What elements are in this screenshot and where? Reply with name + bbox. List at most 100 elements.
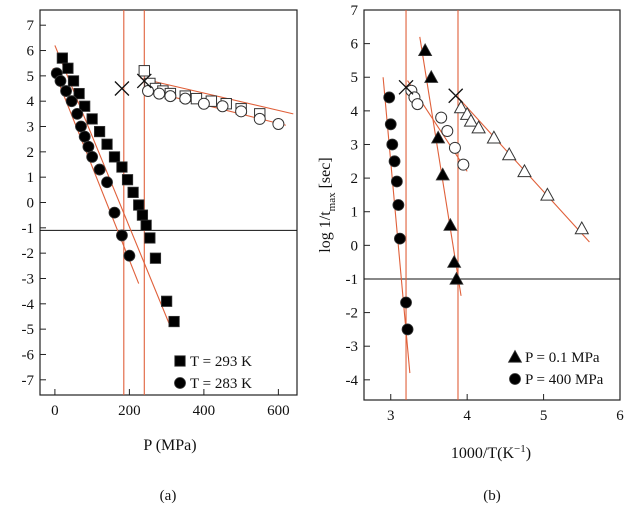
panel-b-caption: (b): [483, 488, 501, 504]
panel-a-xlabel: P (MPa): [143, 437, 196, 454]
panel-b-cross-1: [448, 88, 464, 104]
panel-b-series-0-point-6: [449, 271, 464, 285]
panel-b-ytick-label--4: -4: [346, 373, 359, 389]
panel-b-ytick-label-7: 7: [351, 3, 359, 19]
panel-b-ylabel-sub: max: [326, 192, 338, 211]
panel-a-series-0-point-15: [144, 232, 156, 244]
panel-b-xtick-label-4: 4: [463, 408, 471, 424]
panel-b-ytick-label-2: 2: [351, 171, 359, 187]
panel-b-legend-marker-1: [509, 373, 521, 385]
panel-a-series-0-point-6: [93, 125, 106, 138]
panel-b-xtick-label-5: 5: [540, 408, 548, 424]
panel-a-series-3-point-4: [197, 97, 210, 110]
panel-b-series-2-point-5: [448, 141, 461, 154]
panel-b-series-0-point-5: [446, 254, 462, 268]
panel-b-series-1-point-0: [383, 91, 396, 104]
panel-a-caption: (a): [160, 488, 177, 504]
panel-b-series-3-point-6: [517, 163, 532, 178]
panel-b-xlabel-main: 1000/T(K: [451, 445, 515, 462]
panel-b-ytick-label-6: 6: [351, 37, 359, 53]
panel-b-series-2-point-2: [411, 98, 424, 111]
panel-b-series-0-point-1: [424, 69, 439, 83]
panel-a-series-0-point-9: [116, 161, 128, 173]
panel-b-series-3-point-4: [486, 130, 502, 144]
panel-b-series-1-point-6: [394, 232, 406, 245]
panel-a-ytick-label--4: -4: [22, 297, 35, 313]
panel-b-xtick-label-3: 3: [387, 408, 395, 424]
panel-b: 1000/T(K−1) log 1/tmax [sec] (b): [317, 9, 621, 504]
panel-a-series-1-point-9: [93, 163, 106, 176]
panel-a-ytick-label--6: -6: [22, 347, 35, 363]
panel-a-series-3-point-8: [272, 117, 285, 130]
panel-a-series-0-point-4: [79, 100, 91, 112]
panel-a-series-0-point-11: [127, 186, 139, 198]
panel-a-series-1-point-11: [108, 206, 121, 219]
panel-a-ytick-label-7: 7: [27, 18, 35, 34]
panel-a-cross-1: [136, 73, 152, 89]
panel-a-series-1-point-3: [65, 95, 78, 108]
panel-a-ytick-label--5: -5: [22, 322, 35, 338]
panel-a-xtick-label-600: 600: [267, 403, 290, 419]
panel-a-series-1-point-10: [101, 176, 113, 189]
panel-b-series-3-point-8: [574, 221, 590, 235]
panel-b-ylabel-unit: [sec]: [317, 157, 334, 188]
panel-b-series-2-point-6: [457, 158, 470, 171]
panel-a-series-0-point-7: [101, 138, 113, 150]
panel-b-ytick-label--1: -1: [346, 272, 359, 288]
panel-a-ytick-label--2: -2: [22, 246, 35, 262]
panel-b-legend-marker-0: [507, 349, 523, 363]
panel-b-ytick-label-0: 0: [351, 238, 359, 254]
panel-b-ytick-label--2: -2: [346, 306, 359, 322]
panel-a-series-1-point-13: [123, 249, 136, 262]
panel-a-series-1-point-1: [54, 75, 67, 87]
panel-a-series-0-point-1: [62, 62, 74, 74]
panel-a-series-3-point-5: [216, 100, 229, 113]
panel-a-ytick-label--1: -1: [22, 221, 35, 237]
panel-a-series-0-point-16: [149, 252, 162, 264]
panel-a-series-0-point-17: [161, 295, 173, 307]
panel-b-xlabel-sup: −1: [514, 443, 526, 455]
panel-a-xtick-label-0: 0: [51, 403, 59, 419]
panel-a-series-1-point-7: [82, 140, 95, 153]
panel-a-ytick-label-4: 4: [27, 94, 35, 110]
panel-a-series-1-point-6: [78, 130, 91, 143]
panel-a-xtick-label-400: 400: [193, 403, 216, 419]
panel-b-series-1-point-7: [400, 296, 412, 309]
panel-b-series-3-point-0: [453, 99, 469, 114]
panel-b-xlabel-end: ): [526, 445, 531, 462]
panel-b-ylabel-main: log 1/t: [317, 211, 334, 253]
panel-b-series-1-point-4: [390, 175, 403, 188]
panel-a-series-1-point-4: [71, 107, 84, 120]
panel-a-series-1-point-2: [60, 85, 72, 97]
panel-a-series-3-point-1: [153, 87, 166, 100]
panel-b-series-3-point-7: [540, 187, 555, 201]
panel-a-ytick-label-6: 6: [27, 44, 35, 60]
panel-a-ytick-label--3: -3: [22, 271, 35, 287]
panel-a-series-0-point-8: [108, 151, 121, 163]
panel-b-ytick-label-1: 1: [351, 205, 359, 221]
panel-b-frame: [363, 9, 621, 401]
panel-b-ytick-label-4: 4: [351, 104, 359, 120]
panel-a-series-0-point-13: [136, 209, 149, 221]
panel-b-series-2-point-3: [435, 111, 448, 124]
panel-a-ytick-label-0: 0: [27, 196, 35, 212]
panel-a-legend-marker-1: [174, 377, 186, 389]
panel-b-ytick-label-5: 5: [351, 70, 359, 86]
panel-b-ytick-label--3: -3: [346, 339, 359, 355]
panel-a-ytick-label--7: -7: [22, 373, 35, 389]
panel-b-series-3-point-3: [471, 120, 486, 134]
panel-a-series-0-point-3: [73, 87, 85, 100]
panel-a-ytick-label-2: 2: [27, 145, 35, 161]
panel-b-series-3-point-2: [463, 113, 479, 127]
panel-a-series-3-point-6: [235, 105, 248, 118]
panel-b-series-1-point-5: [392, 199, 405, 211]
panel-b-series-3-point-5: [501, 147, 517, 161]
panel-b-series-0-point-3: [435, 167, 450, 181]
panel-a-series-3-point-3: [179, 92, 192, 105]
panel-a-legend-marker-0: [174, 355, 186, 367]
panel-b-legend-label-0: P = 0.1 MPa: [525, 350, 600, 366]
panel-a-cross-0: [114, 81, 130, 96]
panel-a-series-0-point-18: [168, 315, 180, 328]
panel-b-cross-0: [398, 79, 414, 95]
